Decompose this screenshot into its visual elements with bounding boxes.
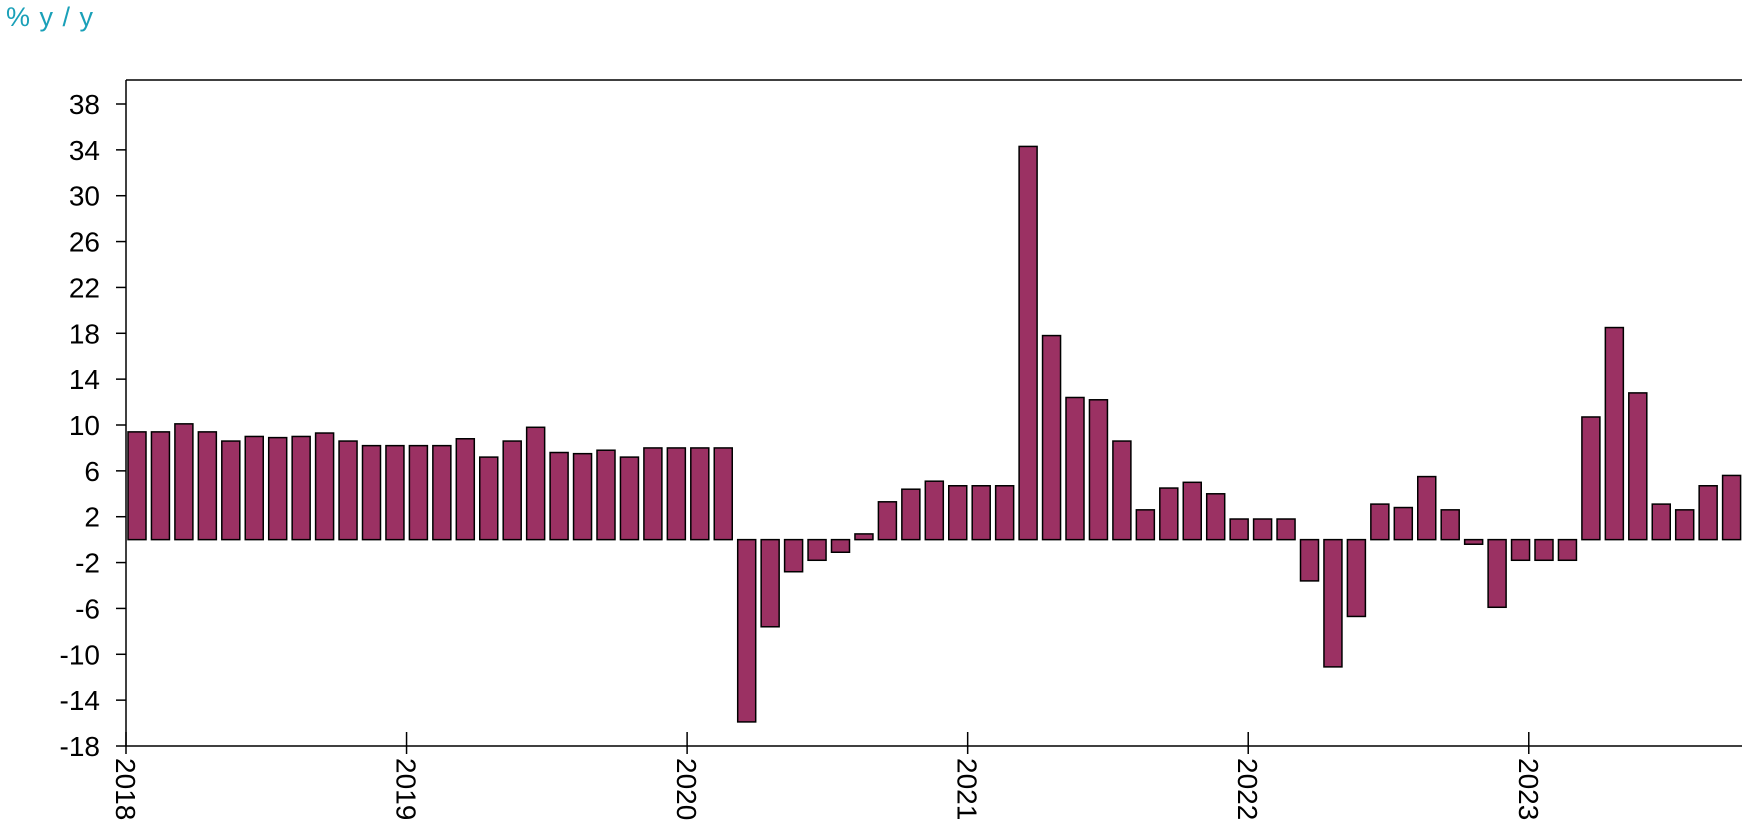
bar-2020-07	[830, 538, 851, 554]
bar-2021-01	[971, 485, 991, 541]
y-tick-label: 10	[69, 410, 100, 441]
bar-2019-12	[666, 447, 687, 541]
bar-2022-09	[1440, 509, 1460, 541]
bar-2020-02	[713, 447, 733, 541]
bar-2021-12	[1229, 518, 1249, 541]
bar-2022-05	[1346, 538, 1367, 618]
bar-2020-10	[901, 488, 921, 541]
y-axis-ticks: 38 34 30 26 22 18 14 10 6 2 -2 -6 -10 -14 -18	[60, 89, 126, 762]
y-tick-label: 2	[84, 502, 100, 533]
y-tick-label: 6	[84, 456, 100, 487]
bar-2018-11	[361, 444, 382, 541]
axes	[125, 79, 1742, 747]
x-tick-label: 2020	[671, 758, 702, 820]
y-tick-label: 30	[69, 181, 100, 212]
bar-2018-04	[197, 431, 218, 541]
bar-2018-02	[150, 431, 171, 541]
x-axis-ticks: 2018 2019 2020 2021 2022 2023	[110, 732, 1544, 820]
bar-2023-07	[1674, 509, 1695, 541]
bar-2023-09	[1721, 474, 1742, 541]
bar-2018-06	[244, 435, 264, 541]
bar-2018-09	[314, 432, 335, 541]
bar-2021-11	[1205, 493, 1226, 541]
y-tick-label: -2	[75, 548, 100, 579]
x-tick-label: 2022	[1232, 758, 1263, 820]
bar-2018-03	[174, 423, 194, 541]
bar-2023-05	[1628, 392, 1648, 541]
bar-2022-12	[1510, 538, 1531, 562]
bar-2022-03	[1299, 538, 1320, 582]
bar-2023-08	[1698, 485, 1718, 541]
bar-2020-09	[877, 501, 898, 541]
bar-2021-06	[1088, 399, 1109, 541]
bar-2019-09	[596, 449, 616, 541]
unit-label: % y / y	[6, 2, 95, 32]
bar-2019-06	[525, 426, 546, 541]
y-tick-label: -10	[60, 639, 100, 670]
bar-2019-05	[502, 440, 522, 541]
bar-2022-06	[1370, 503, 1390, 541]
bar-2022-02	[1276, 518, 1296, 541]
bar-2022-10	[1463, 538, 1484, 545]
bars	[127, 145, 1742, 723]
bar-2019-01	[408, 444, 429, 541]
bar-2021-07	[1112, 440, 1132, 541]
bar-2018-07	[267, 436, 288, 541]
bar-2019-11	[643, 447, 663, 541]
bar-2020-12	[948, 485, 968, 541]
bar-2023-02	[1557, 538, 1578, 562]
bar-2021-10	[1182, 481, 1202, 541]
bar-2018-08	[291, 435, 311, 541]
bar-2018-10	[338, 440, 358, 541]
y-tick-label: 38	[69, 89, 100, 120]
y-tick-label: 26	[69, 227, 100, 258]
bar-2021-09	[1159, 487, 1179, 541]
bar-2021-02	[994, 485, 1015, 541]
x-tick-label: 2023	[1513, 758, 1544, 820]
bar-2020-06	[807, 538, 827, 562]
bar-2019-07	[549, 451, 569, 541]
y-tick-label: -14	[60, 685, 100, 716]
y-tick-label: -6	[75, 593, 100, 624]
bar-2022-01	[1252, 518, 1273, 541]
bar-2019-04	[479, 456, 499, 541]
bar-2022-11	[1487, 538, 1507, 609]
bar-2018-12	[385, 444, 405, 541]
bar-2021-04	[1041, 334, 1062, 541]
bar-2023-04	[1604, 326, 1625, 541]
bar-2020-08	[854, 533, 874, 541]
y-tick-label: -18	[60, 731, 100, 762]
y-tick-label: 34	[69, 135, 100, 166]
bar-2018-01	[127, 431, 147, 541]
bar-2019-08	[572, 452, 593, 541]
bar-2019-02	[432, 444, 452, 541]
bar-2021-05	[1065, 396, 1085, 541]
bar-2021-03	[1018, 145, 1038, 541]
y-tick-label: 18	[69, 318, 100, 349]
x-tick-label: 2021	[952, 758, 983, 820]
bar-2020-03	[736, 538, 757, 723]
bar-2023-03	[1581, 416, 1601, 541]
bar-2020-01	[690, 447, 710, 541]
bar-2023-06	[1651, 503, 1671, 541]
bar-2022-08	[1417, 475, 1437, 541]
bar-2020-05	[783, 538, 804, 573]
bar-2018-05	[221, 440, 241, 541]
bar-2020-11	[924, 480, 945, 541]
bar-2022-04	[1323, 538, 1343, 668]
bar-2023-01	[1534, 538, 1554, 562]
y-tick-label: 14	[69, 364, 100, 395]
x-tick-label: 2018	[110, 758, 141, 820]
x-tick-label: 2019	[391, 758, 422, 820]
bar-2022-07	[1393, 506, 1414, 541]
bar-2019-10	[619, 456, 640, 541]
bar-2020-04	[760, 538, 780, 628]
y-tick-label: 22	[69, 272, 100, 303]
bar-2021-08	[1135, 509, 1156, 541]
bar-2019-03	[455, 438, 476, 541]
